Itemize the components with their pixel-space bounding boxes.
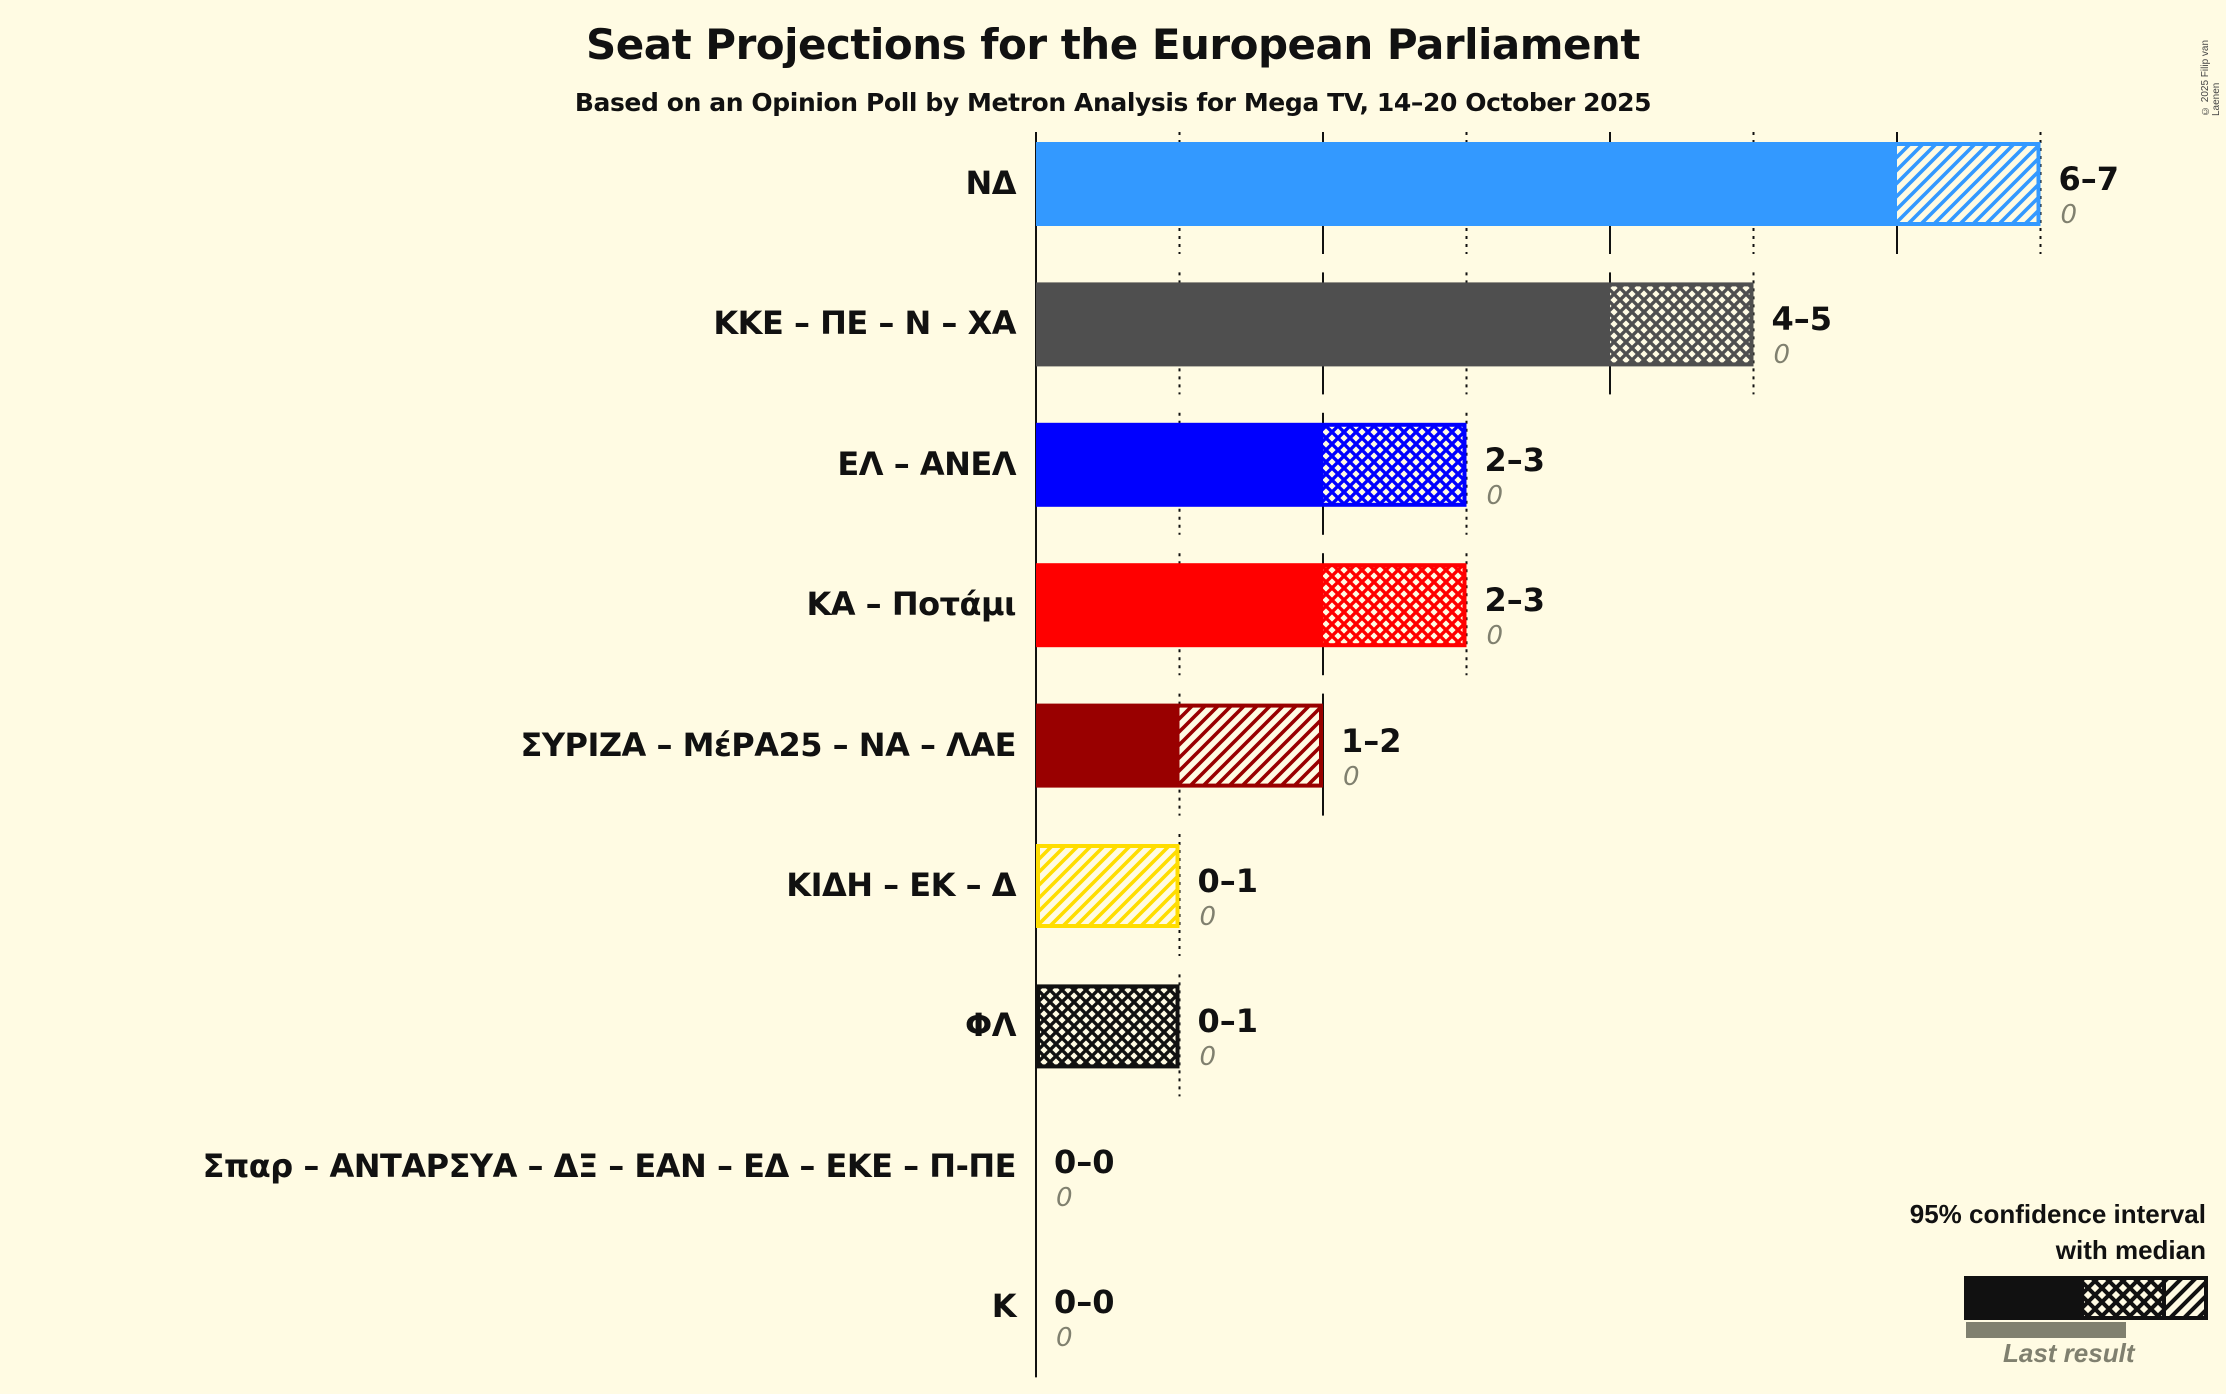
last-result-label: 0 <box>2060 200 2078 230</box>
party-label: ΚΚΕ – ΠΕ – Ν – ΧΑ <box>713 304 1016 343</box>
seat-range-label: 0–1 <box>1197 862 1259 900</box>
bar-group <box>1036 422 1467 507</box>
last-result-label: 0 <box>1199 1042 1217 1073</box>
party-label: ΚΑ – Ποτάμι <box>806 585 1016 624</box>
last-result-label: 0 <box>1199 902 1217 932</box>
chart-subtitle: Based on an Opinion Poll by Metron Analy… <box>574 88 1652 117</box>
party-label: ΣΥΡΙΖΑ – ΜέΡΑ25 – ΝΑ – ΛΑΕ <box>520 725 1016 764</box>
bar-solid <box>1036 703 1180 788</box>
legend-swatch <box>1964 1276 2208 1338</box>
bar-ci-below-median <box>1610 286 1750 363</box>
bar-ci-below-median <box>1323 567 1463 644</box>
legend-title: 95% confidence interval with median <box>1910 1196 2206 1268</box>
last-result-label: 0 <box>1343 761 1360 792</box>
seat-range-label: 0–0 <box>1054 1283 1115 1322</box>
legend-last-result: Last result <box>2003 1338 2135 1368</box>
legend-line-1: 95% confidence interval <box>1909 1199 2206 1229</box>
bar-solid <box>1036 142 1897 226</box>
bar-group <box>1036 984 1180 1069</box>
chart-title: Seat Projections for the European Parlia… <box>586 20 1640 69</box>
bar-solid <box>1036 282 1610 367</box>
bar-group <box>1036 282 1754 367</box>
last-result-label: 0 <box>1056 1323 1073 1354</box>
bar-group <box>1036 703 1323 788</box>
seat-range-label: 1–2 <box>1341 721 1402 760</box>
last-result-label: 0 <box>1486 480 1504 511</box>
party-label: ΝΔ <box>965 164 1016 202</box>
bar-group <box>1036 142 2041 226</box>
legend-line-2: with median <box>2055 1235 2206 1265</box>
bar-ci-above-median <box>1040 848 1176 924</box>
party-label: Κ <box>991 1287 1017 1326</box>
seat-range-label: 2–3 <box>1484 581 1546 620</box>
seat-range-label: 0–1 <box>1197 1002 1259 1041</box>
party-label: ΕΛ – ΑΝΕΛ <box>837 444 1016 483</box>
bar-solid <box>1036 422 1323 507</box>
last-result-label: 0 <box>1486 621 1504 652</box>
party-label: ΦΛ <box>965 1006 1016 1045</box>
bar-group <box>1036 563 1467 648</box>
bar-group <box>1036 844 1180 928</box>
party-label: ΚΙΔΗ – ΕΚ – Δ <box>786 866 1016 904</box>
last-result-label: 0 <box>1056 1182 1073 1213</box>
bar-ci-below-median <box>1323 426 1463 503</box>
bar-ci-below-median <box>1040 988 1176 1065</box>
bar-solid <box>1036 563 1323 648</box>
seat-range-label: 4–5 <box>1771 300 1833 339</box>
bar-ci-above-median <box>1179 707 1319 784</box>
party-label: Σπαρ – ΑΝΤΑΡΣΥΑ – ΔΞ – ΕΑΝ – ΕΔ – ΕΚΕ – … <box>202 1146 1017 1185</box>
bar-ci-above-median <box>1897 146 2037 222</box>
seat-range-label: 2–3 <box>1484 440 1546 479</box>
last-result-label: 0 <box>1773 340 1791 371</box>
seat-range-label: 6–7 <box>2058 160 2120 198</box>
seat-range-label: 0–0 <box>1054 1142 1115 1181</box>
